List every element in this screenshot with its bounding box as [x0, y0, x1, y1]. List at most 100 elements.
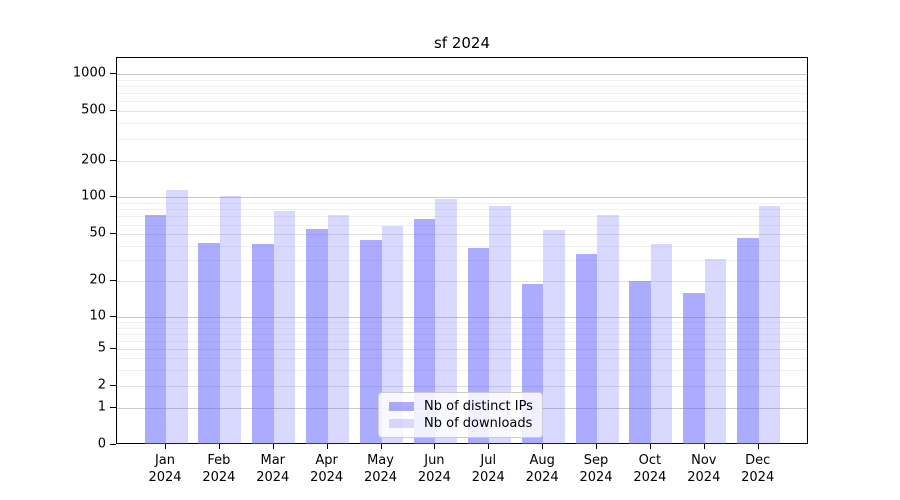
x-tick-label-oct: Oct 2024	[633, 453, 667, 485]
y-tick-mark	[110, 444, 116, 445]
gridline	[117, 317, 807, 319]
minor-gridline	[117, 260, 807, 262]
bar-downloads-jun	[435, 198, 457, 444]
bar-distinct-ips-mar	[252, 244, 274, 444]
bar-downloads-jul	[489, 206, 511, 444]
bar-downloads-apr	[327, 215, 350, 444]
bar-downloads-jan	[166, 189, 188, 444]
bar-downloads-may	[381, 226, 404, 444]
x-tick-label-jun: Jun 2024	[417, 453, 451, 485]
y-tick-mark	[110, 280, 116, 282]
x-tick-mark	[380, 444, 382, 449]
gridline	[117, 110, 807, 112]
y-tick-label: 50	[89, 225, 106, 241]
y-tick-label: 1000	[72, 65, 106, 81]
minor-gridline	[117, 369, 807, 371]
gridline	[117, 196, 807, 198]
y-tick-label: 500	[81, 102, 106, 118]
legend-item-distinct-ips: Nb of distinct IPs	[389, 399, 534, 414]
minor-gridline	[117, 79, 807, 81]
minor-gridline	[117, 245, 807, 247]
bar-downloads-mar	[273, 211, 296, 444]
legend-item-downloads: Nb of downloads	[389, 416, 534, 431]
minor-gridline	[117, 92, 807, 94]
x-tick-label-sep: Sep 2024	[579, 453, 613, 485]
y-tick-mark	[110, 109, 116, 111]
minor-gridline	[117, 333, 807, 335]
bar-downloads-feb	[219, 196, 242, 444]
minor-gridline	[117, 85, 807, 87]
gridline	[117, 386, 807, 388]
bar-distinct-ips-dec	[737, 237, 759, 444]
y-tick-label: 20	[89, 272, 106, 288]
y-tick-mark	[110, 385, 116, 387]
legend: Nb of distinct IPs Nb of downloads	[378, 392, 543, 438]
y-tick-label: 10	[89, 308, 106, 324]
x-tick-label-nov: Nov 2024	[687, 453, 721, 485]
bar-distinct-ips-nov	[683, 292, 705, 444]
legend-swatch-downloads	[389, 419, 414, 428]
bar-downloads-oct	[650, 244, 673, 444]
x-tick-label-jan: Jan 2024	[148, 453, 182, 485]
bar-distinct-ips-oct	[629, 281, 651, 444]
legend-swatch-distinct-ips	[389, 402, 414, 411]
y-tick-mark	[110, 407, 116, 409]
bar-downloads-sep	[597, 215, 619, 444]
y-tick-mark	[110, 159, 116, 161]
y-tick-label: 100	[81, 188, 106, 204]
bar-distinct-ips-jun	[413, 219, 436, 444]
x-tick-mark	[488, 444, 490, 449]
bar-downloads-dec	[758, 205, 781, 444]
y-tick-mark	[110, 233, 116, 235]
y-tick-mark	[110, 73, 116, 75]
minor-gridline	[117, 327, 807, 329]
x-tick-mark	[434, 444, 436, 449]
x-tick-mark	[596, 444, 598, 449]
x-tick-mark	[272, 444, 274, 449]
x-tick-mark	[703, 444, 705, 449]
gridline	[117, 349, 807, 351]
bar-distinct-ips-jan	[144, 214, 166, 444]
legend-label-distinct-ips: Nb of distinct IPs	[424, 399, 533, 414]
x-tick-mark	[542, 444, 544, 449]
plot-area	[116, 57, 808, 444]
y-tick-label: 200	[81, 152, 106, 168]
x-tick-mark	[165, 444, 166, 449]
x-tick-label-dec: Dec 2024	[741, 453, 775, 485]
x-tick-label-feb: Feb 2024	[202, 453, 236, 485]
y-tick-label: 0	[97, 436, 106, 452]
x-tick-mark	[757, 444, 759, 449]
minor-gridline	[117, 138, 807, 140]
minor-gridline	[117, 209, 807, 210]
gridline	[117, 74, 807, 76]
x-tick-label-may: May 2024	[363, 453, 398, 485]
y-tick-mark	[110, 348, 116, 350]
x-tick-label-jul: Jul 2024	[471, 453, 505, 485]
bar-distinct-ips-may	[360, 239, 382, 444]
x-tick-mark	[218, 444, 220, 449]
y-tick-label: 5	[97, 340, 106, 356]
minor-gridline	[117, 224, 807, 226]
bar-distinct-ips-apr	[306, 229, 328, 444]
gridline	[117, 281, 807, 283]
minor-gridline	[117, 358, 807, 360]
x-tick-mark	[326, 444, 328, 449]
legend-label-downloads: Nb of downloads	[424, 416, 533, 431]
minor-gridline	[117, 322, 807, 324]
y-tick-label: 2	[97, 377, 106, 393]
bar-distinct-ips-sep	[575, 254, 598, 444]
x-tick-label-apr: Apr 2024	[310, 453, 344, 485]
x-tick-mark	[649, 444, 651, 449]
y-tick-mark	[110, 316, 116, 318]
minor-gridline	[117, 202, 807, 204]
y-tick-label: 1	[97, 399, 106, 415]
gridline	[117, 160, 807, 162]
bar-downloads-aug	[543, 230, 565, 444]
bar-distinct-ips-feb	[198, 243, 220, 444]
chart-title: sf 2024	[433, 34, 491, 52]
minor-gridline	[117, 123, 807, 125]
minor-gridline	[117, 216, 807, 218]
y-tick-mark	[110, 195, 116, 197]
gridline	[117, 234, 807, 236]
